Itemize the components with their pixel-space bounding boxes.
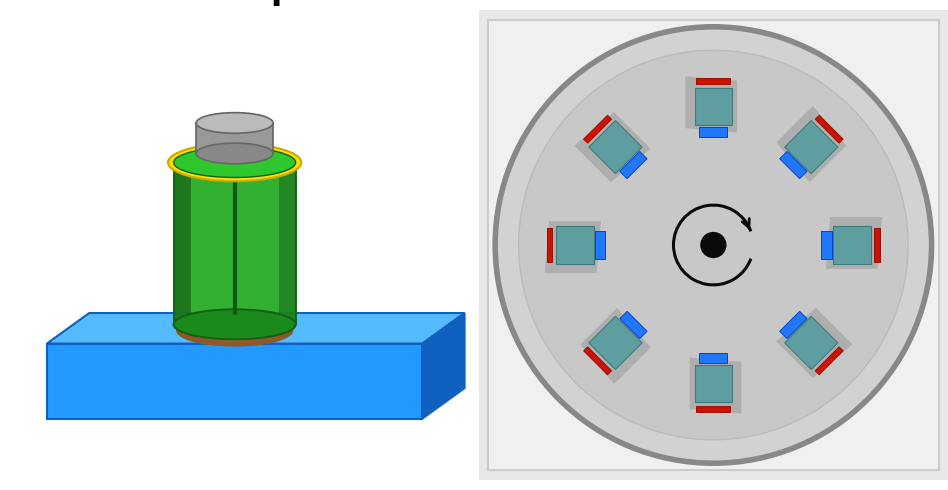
Polygon shape [776, 106, 847, 182]
Polygon shape [584, 347, 611, 375]
Polygon shape [695, 88, 732, 125]
Polygon shape [780, 151, 807, 179]
Polygon shape [815, 115, 843, 143]
Polygon shape [556, 226, 593, 264]
Polygon shape [589, 121, 642, 173]
Polygon shape [697, 406, 730, 412]
Polygon shape [821, 231, 831, 259]
Ellipse shape [196, 143, 273, 164]
Ellipse shape [173, 147, 296, 177]
Polygon shape [620, 311, 647, 339]
Circle shape [701, 232, 726, 258]
Polygon shape [620, 151, 647, 179]
Polygon shape [697, 78, 730, 84]
Ellipse shape [173, 147, 296, 177]
Polygon shape [422, 313, 465, 418]
Ellipse shape [168, 144, 301, 181]
Polygon shape [196, 123, 273, 153]
Polygon shape [595, 231, 606, 259]
Polygon shape [580, 308, 650, 384]
Polygon shape [545, 221, 601, 273]
Polygon shape [46, 343, 422, 418]
Polygon shape [479, 10, 948, 480]
Polygon shape [584, 115, 611, 143]
Ellipse shape [196, 113, 273, 133]
Polygon shape [700, 353, 727, 363]
Polygon shape [173, 163, 191, 324]
Polygon shape [700, 127, 727, 137]
Polygon shape [874, 228, 880, 262]
Polygon shape [488, 20, 939, 470]
Polygon shape [279, 163, 296, 324]
Ellipse shape [176, 315, 293, 346]
Polygon shape [46, 313, 465, 343]
Polygon shape [833, 226, 870, 264]
Circle shape [519, 50, 908, 440]
Polygon shape [826, 217, 882, 269]
Polygon shape [785, 121, 838, 173]
Polygon shape [574, 112, 650, 182]
Text: F: F [270, 0, 291, 12]
Polygon shape [547, 228, 553, 262]
Polygon shape [695, 365, 732, 402]
Polygon shape [815, 347, 843, 375]
Polygon shape [685, 76, 738, 132]
Circle shape [495, 27, 932, 463]
Polygon shape [780, 311, 807, 339]
Polygon shape [173, 163, 296, 324]
Ellipse shape [173, 309, 296, 340]
Polygon shape [689, 358, 741, 414]
Polygon shape [785, 317, 838, 369]
Polygon shape [776, 308, 852, 378]
Ellipse shape [181, 315, 288, 342]
Polygon shape [589, 317, 642, 369]
